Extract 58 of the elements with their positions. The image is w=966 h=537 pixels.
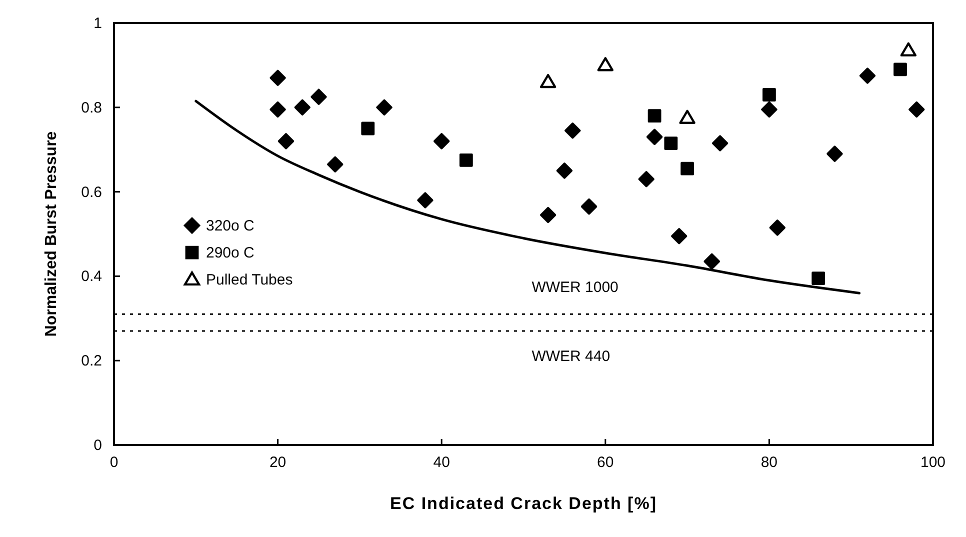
point [580, 198, 598, 215]
legend-entry: Pulled Tubes [183, 270, 293, 289]
point [812, 272, 826, 286]
point [680, 162, 694, 176]
point [327, 156, 344, 172]
point [762, 88, 776, 102]
point [434, 133, 450, 150]
point [761, 101, 778, 118]
y-axis-title: Normalized Burst Pressure [43, 131, 60, 337]
point [900, 42, 917, 56]
point [540, 74, 556, 88]
y-tick-label: 0.6 [81, 184, 102, 201]
point [646, 128, 663, 146]
x-tick-label: 100 [920, 454, 946, 471]
ref-line-label: WWER 1000 [532, 279, 618, 296]
ref-line-label: WWER 440 [532, 348, 610, 366]
x-axis-title: EC Indicated Crack Depth [%] [390, 494, 657, 513]
point [540, 206, 556, 224]
point [270, 70, 286, 86]
y-tick-label: 0.8 [81, 99, 102, 116]
x-tick-label: 0 [110, 454, 118, 471]
point [597, 57, 614, 72]
point [664, 136, 678, 150]
point [278, 133, 294, 150]
y-tick-label: 0.2 [81, 352, 102, 370]
point [704, 253, 720, 270]
legend-entry: 320o C [183, 217, 254, 235]
point [671, 228, 688, 244]
point [638, 171, 654, 188]
point [679, 110, 696, 124]
point [310, 88, 327, 105]
y-tick-label: 0 [94, 437, 102, 454]
point [648, 109, 662, 123]
x-tick-label: 40 [433, 454, 450, 471]
point [712, 135, 728, 152]
legend-label: 290o C [206, 244, 255, 262]
point [361, 122, 375, 136]
legend-entry: 290o C [185, 244, 254, 262]
point [894, 62, 907, 76]
legend-label: 320o C [206, 218, 255, 235]
point [294, 99, 310, 116]
point [270, 101, 286, 118]
legend-label: Pulled Tubes [206, 272, 293, 289]
y-tick-label: 1 [94, 15, 102, 32]
point [826, 146, 843, 162]
point [564, 122, 581, 139]
point [859, 68, 876, 84]
point [556, 162, 573, 179]
point [908, 101, 925, 118]
x-tick-label: 20 [269, 454, 286, 471]
point [417, 192, 434, 208]
x-tick-label: 80 [760, 454, 778, 471]
point [376, 99, 392, 116]
point [769, 220, 786, 236]
y-tick-label: 0.4 [81, 268, 102, 286]
point [459, 153, 473, 167]
line-series [194, 100, 861, 294]
x-tick-label: 60 [597, 454, 614, 471]
